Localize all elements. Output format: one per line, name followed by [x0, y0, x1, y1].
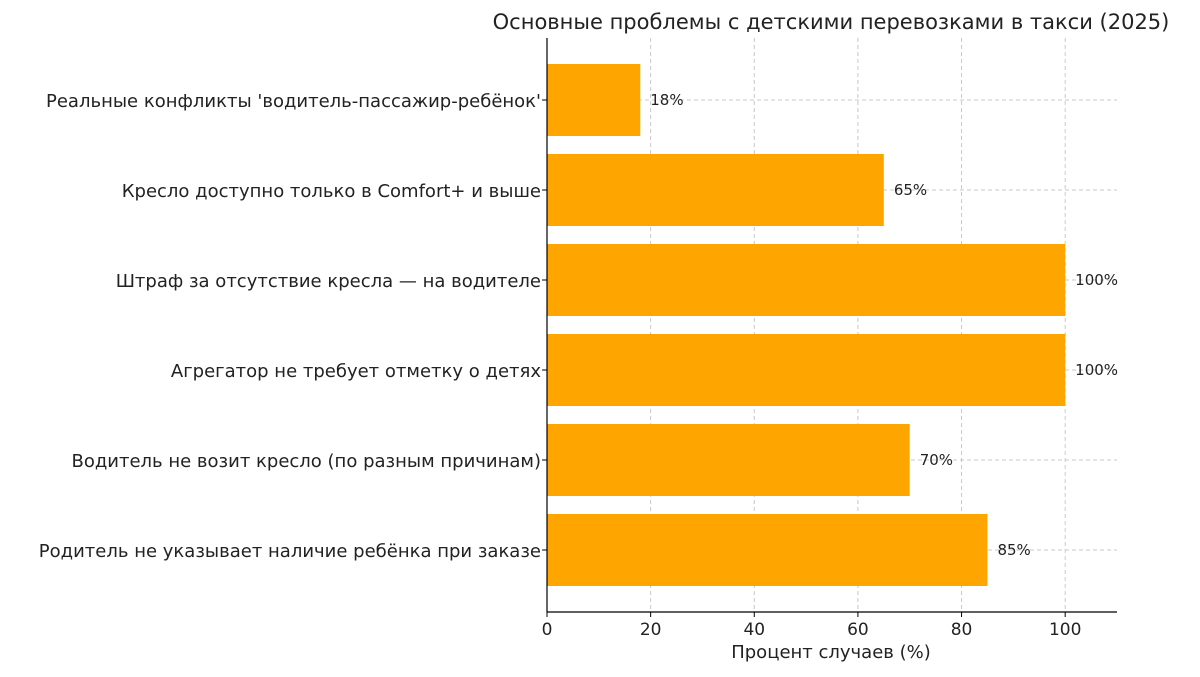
bar	[547, 154, 884, 226]
bar	[547, 244, 1066, 316]
y-tick-label: Штраф за отсутствие кресла — на водителе	[116, 271, 541, 292]
bar	[547, 514, 988, 586]
data-label: 100%	[1075, 271, 1118, 289]
x-tick-label: 0	[542, 620, 553, 640]
y-tick-label: Кресло доступно только в Comfort+ и выше	[122, 181, 541, 202]
bar	[547, 64, 641, 136]
data-label: 70%	[920, 451, 953, 469]
x-tick-label: 60	[847, 620, 869, 640]
x-tick-label: 100	[1049, 620, 1081, 640]
data-label: 100%	[1075, 361, 1118, 379]
y-tick-label: Реальные конфликты 'водитель-пассажир-ре…	[46, 91, 541, 112]
y-tick-label: Агрегатор не требует отметку о детях	[171, 361, 541, 382]
bar	[547, 424, 910, 496]
y-tick-label: Водитель не возит кресло (по разным прич…	[71, 451, 541, 472]
chart-title: Основные проблемы с детскими перевозками…	[493, 10, 1170, 34]
data-label: 18%	[650, 91, 683, 109]
bars	[547, 64, 1066, 586]
x-axis-label: Процент случаев (%)	[731, 642, 931, 663]
bar	[547, 334, 1066, 406]
y-tick-label: Родитель не указывает наличие ребёнка пр…	[39, 541, 541, 562]
data-label: 65%	[894, 181, 927, 199]
x-tick-label: 20	[640, 620, 662, 640]
x-tick-label: 40	[743, 620, 765, 640]
data-labels: 18% 65% 100% 100% 70% 85%	[650, 91, 1118, 559]
y-tick-labels: Реальные конфликты 'водитель-пассажир-ре…	[39, 91, 547, 562]
x-ticks: 0 20 40 60 80 100	[542, 612, 1081, 640]
data-label: 85%	[997, 541, 1030, 559]
x-tick-label: 80	[951, 620, 973, 640]
